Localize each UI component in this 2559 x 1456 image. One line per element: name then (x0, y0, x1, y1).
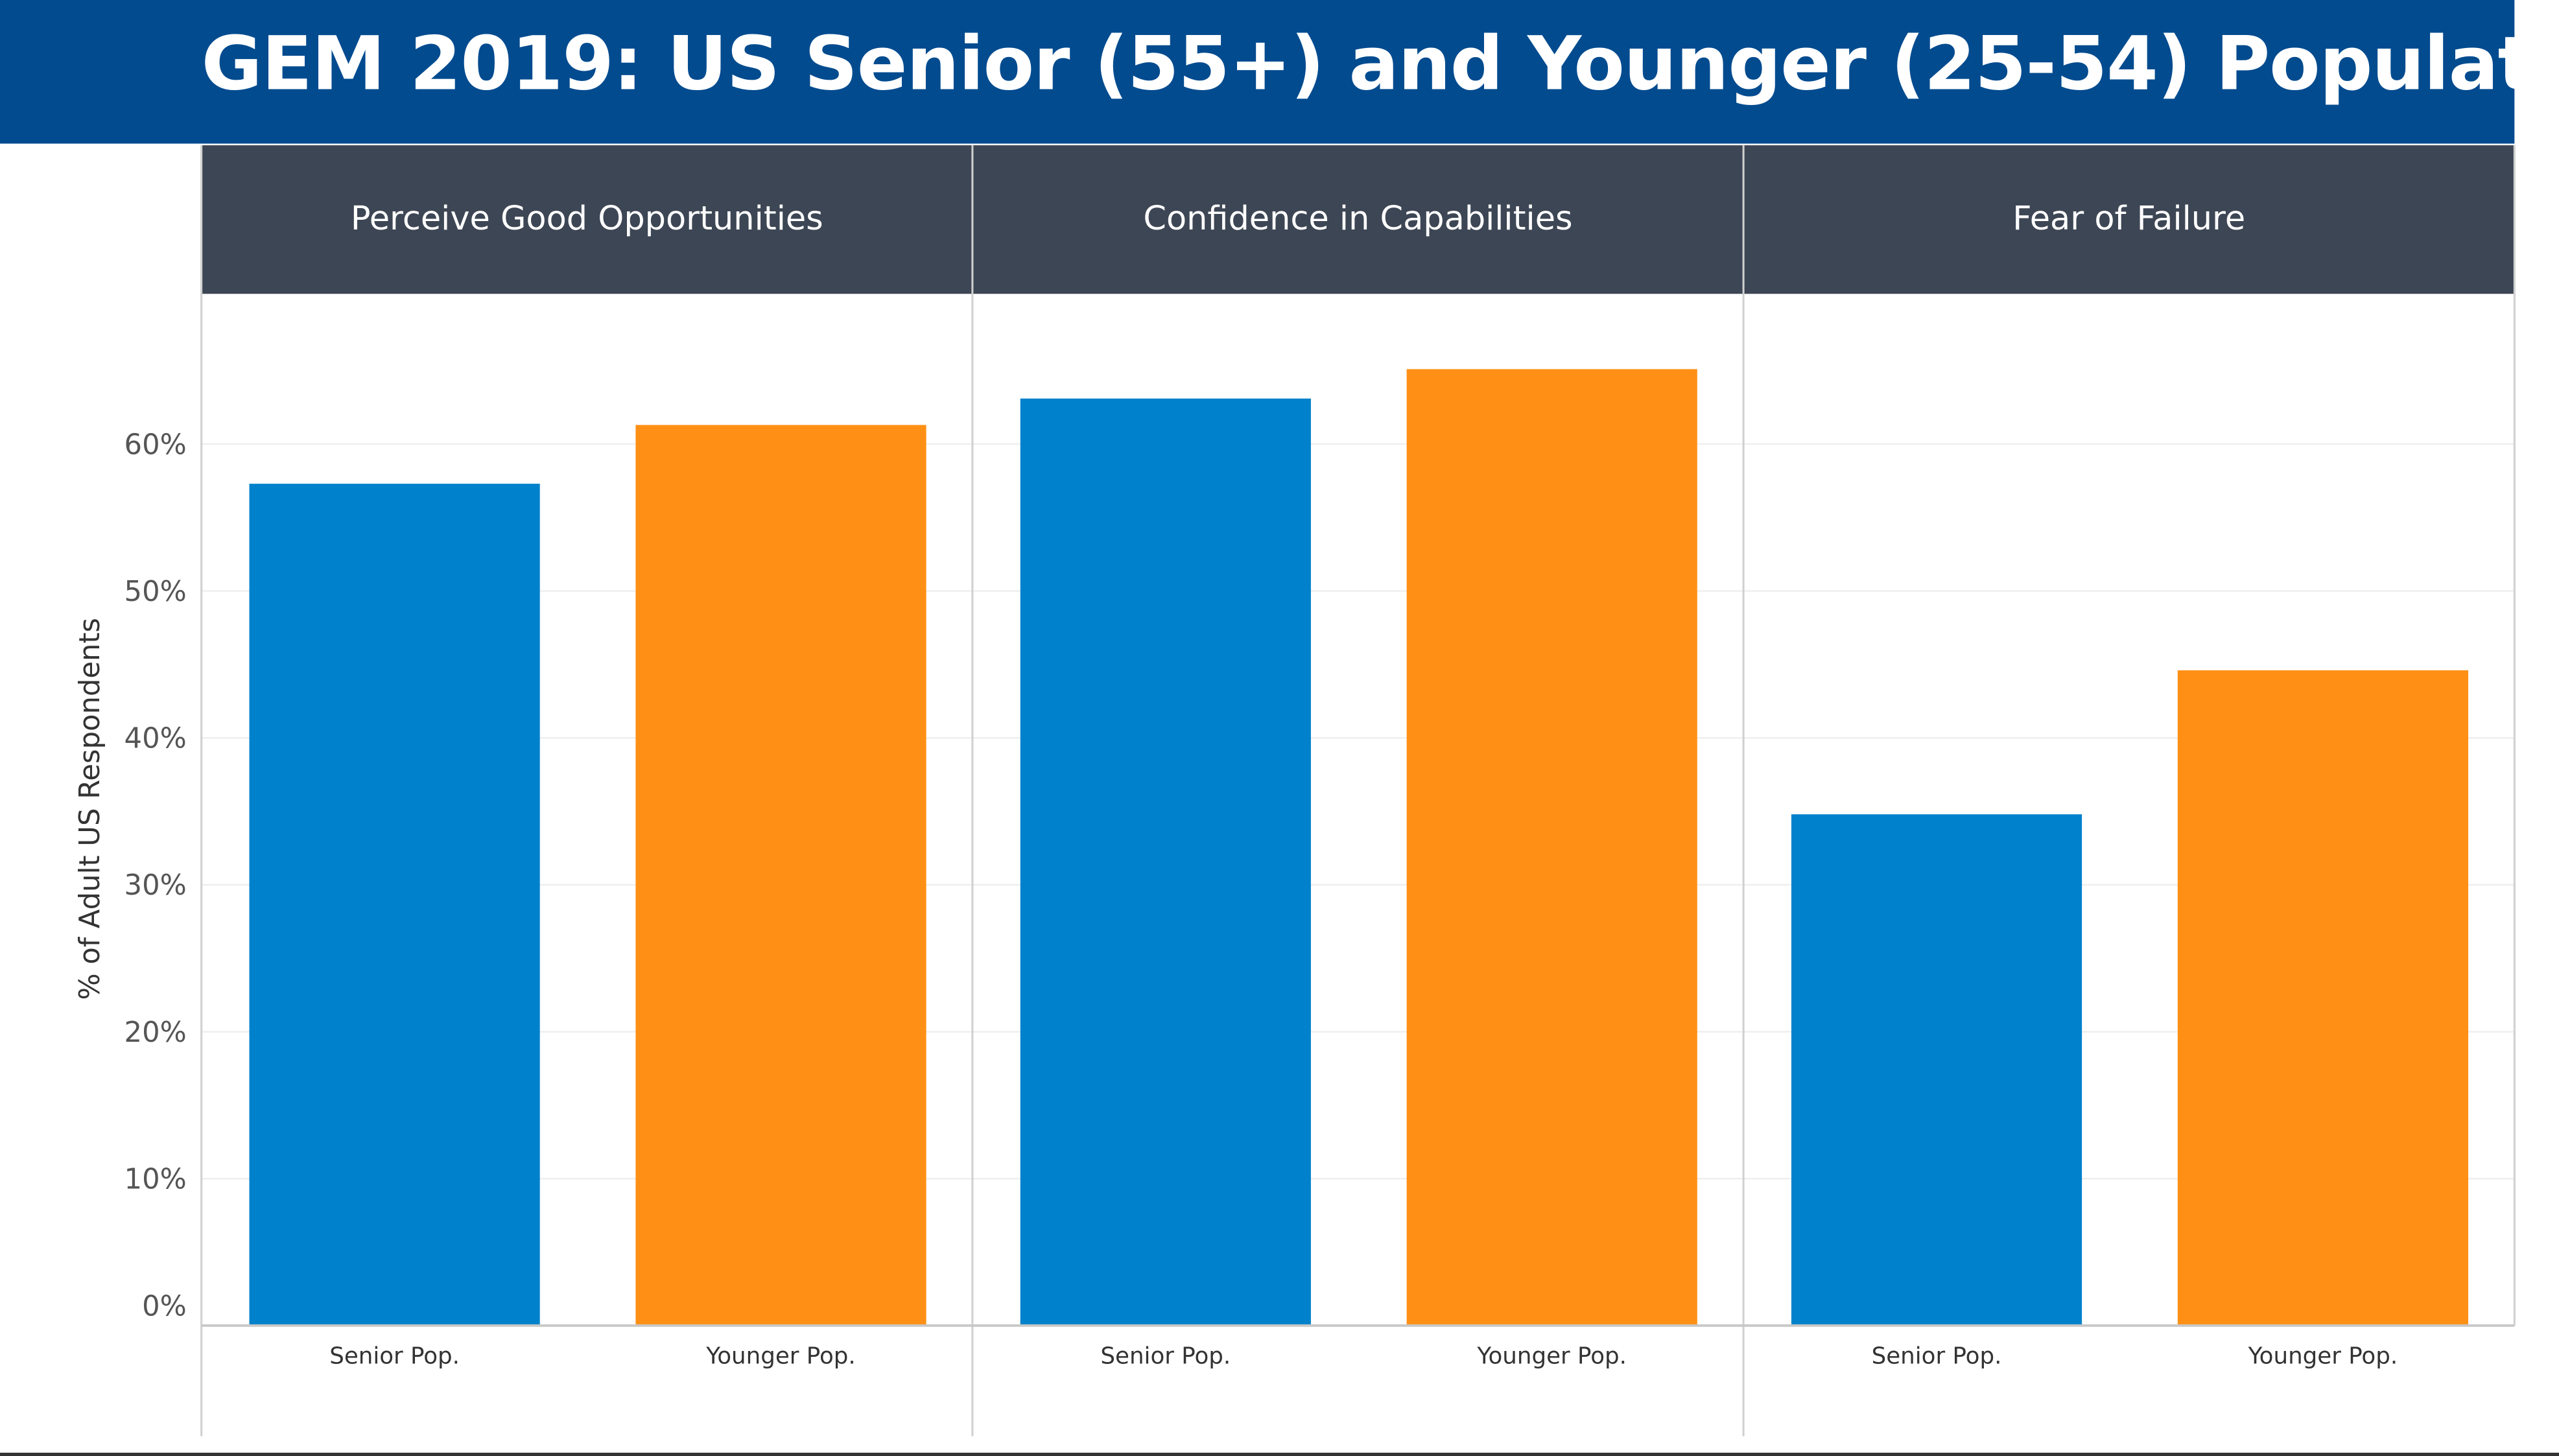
y-tick-label: 10% (124, 1163, 187, 1195)
x-tick-label: Younger Pop. (1476, 1343, 1627, 1369)
title-bar: GEM 2019: US Senior (55+) and Younger (2… (0, 0, 2559, 144)
panel-header (201, 145, 973, 294)
y-axis-label: % of Adult US Respondents (74, 618, 106, 1000)
y-tick-label: 30% (124, 869, 187, 902)
y-tick-label: 40% (124, 723, 187, 755)
bar-younger (2177, 670, 2469, 1326)
y-tick-label: 50% (124, 576, 187, 608)
bar-younger (635, 425, 926, 1326)
bar-chart: 0% 10% 20% 30% 40% 50% 60% % of Adult US Respon… (74, 145, 2516, 1437)
x-tick-label: Senior Pop. (1872, 1343, 2002, 1369)
bar-senior (249, 484, 540, 1326)
x-tick-label: Senior Pop. (1100, 1343, 1231, 1369)
panel-header (972, 145, 1744, 294)
x-tick-label: Senior Pop. (329, 1343, 460, 1369)
bar-younger (1406, 369, 1697, 1326)
bottom-rule (0, 1452, 2559, 1456)
panel-header-label: Confidence in Capabilities (1143, 200, 1572, 238)
bar-senior (1791, 814, 2082, 1326)
y-tick-label: 60% (124, 429, 187, 461)
panel-header (1743, 145, 2515, 294)
chart-title: GEM 2019: US Senior (55+) and Younger (2… (201, 19, 2559, 108)
x-tick-label: Younger Pop. (705, 1343, 856, 1369)
x-tick-label: Younger Pop. (2248, 1343, 2398, 1369)
y-tick-label: 20% (124, 1016, 187, 1049)
y-tick-label: 0% (142, 1291, 187, 1323)
panel-header-label: Perceive Good Opportunities (351, 200, 823, 238)
bar-senior (1020, 398, 1311, 1326)
panel-header-label: Fear of Failure (2012, 200, 2245, 238)
